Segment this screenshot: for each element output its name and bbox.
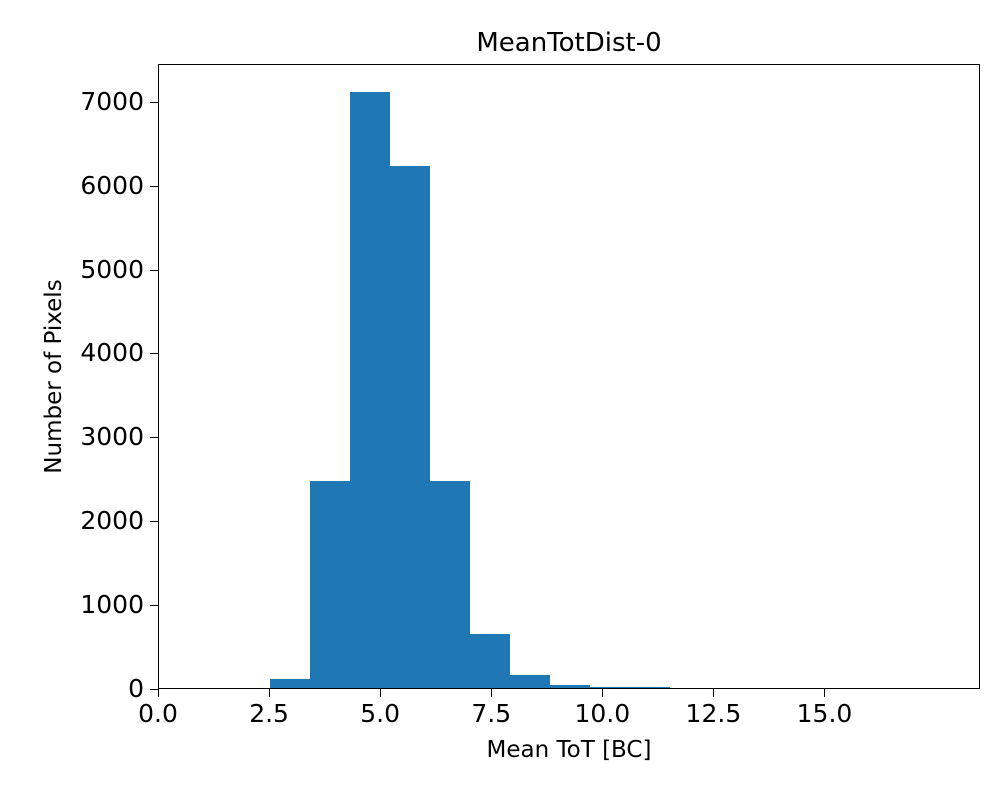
histogram-bar: [270, 678, 311, 688]
histogram-bar: [629, 687, 670, 688]
histogram-bar: [550, 684, 590, 688]
histogram-bar: [510, 675, 550, 688]
y-tick-label: 7000: [80, 86, 144, 116]
histogram-bar: [430, 480, 471, 688]
x-tick-label: 10.0: [574, 699, 631, 728]
histogram-bar: [310, 480, 351, 688]
y-tick-mark: [150, 521, 158, 523]
y-tick-label: 6000: [80, 170, 144, 200]
x-tick-mark: [713, 689, 715, 697]
y-tick-mark: [150, 437, 158, 439]
x-tick-label: 5.0: [360, 699, 401, 728]
x-tick-label: 2.5: [249, 699, 289, 728]
x-axis-label: Mean ToT [BC]: [486, 737, 652, 763]
histogram-bar: [470, 634, 510, 688]
y-tick-label: 4000: [80, 338, 144, 368]
y-tick-label: 0: [128, 674, 144, 703]
x-tick-mark: [158, 689, 159, 697]
x-axis-ticks: 0.0 2.5 5.0 7.5 10.0 12.5 15.0: [138, 689, 980, 739]
histogram-bar: [589, 686, 630, 688]
y-tick-label: 5000: [80, 254, 144, 284]
page-title: MeanTotDist-0: [476, 28, 662, 58]
x-tick-label: 7.5: [471, 699, 512, 728]
y-tick-mark: [150, 605, 158, 607]
y-axis-label: Number of Pixels: [41, 279, 67, 474]
histogram-bar: [350, 92, 391, 688]
x-tick-mark: [824, 689, 826, 697]
plot-axes: [158, 64, 980, 689]
y-tick-mark: [150, 689, 158, 690]
x-tick-label: 0.0: [138, 699, 178, 728]
x-tick-mark: [491, 689, 493, 697]
y-tick-mark: [150, 269, 158, 271]
y-tick-mark: [150, 353, 158, 355]
y-tick-label: 2000: [80, 506, 144, 536]
x-tick-mark: [602, 689, 604, 697]
histogram-bar: [390, 166, 431, 688]
y-tick-label: 1000: [80, 590, 144, 620]
x-tick-label: 12.5: [685, 699, 742, 728]
x-tick-label: 15.0: [796, 699, 853, 728]
y-tick-label: 3000: [80, 422, 144, 452]
x-tick-mark: [269, 689, 271, 697]
y-tick-mark: [150, 101, 158, 103]
y-tick-mark: [150, 185, 158, 187]
histogram-bars: [159, 65, 979, 688]
x-tick-mark: [380, 689, 382, 697]
